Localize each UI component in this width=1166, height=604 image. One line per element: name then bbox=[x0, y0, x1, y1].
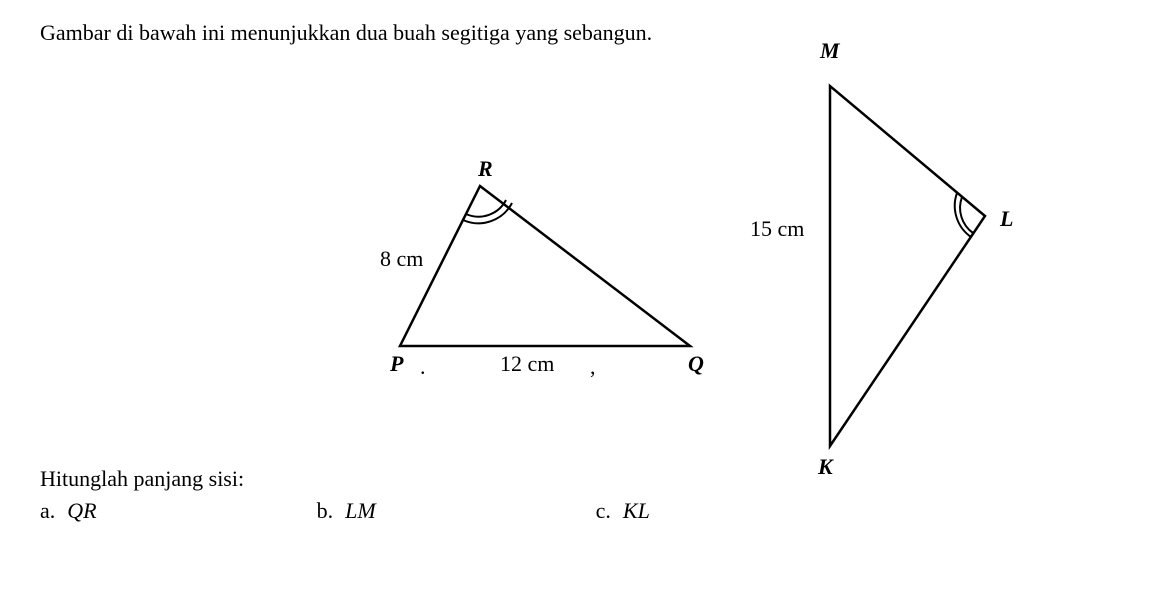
svg-text:M: M bbox=[819, 38, 841, 63]
option-letter: b. bbox=[317, 498, 334, 524]
option-value: KL bbox=[623, 498, 650, 524]
svg-text:15 cm: 15 cm bbox=[750, 216, 804, 241]
svg-text:12 cm: 12 cm bbox=[500, 351, 554, 376]
question-text: Gambar di bawah ini menunjukkan dua buah… bbox=[40, 20, 1126, 46]
triangle-klm: MKL15 cm bbox=[790, 76, 1030, 492]
option-letter: a. bbox=[40, 498, 55, 524]
option-c: c. KL bbox=[596, 498, 650, 524]
triangle-pqr: R P Q 8 cm 12 cm,. bbox=[360, 146, 730, 392]
figure-area: RPQ8 cm12 cm,. MKL15 cm bbox=[40, 56, 1126, 456]
svg-text:R: R bbox=[477, 156, 493, 181]
svg-text:K: K bbox=[817, 454, 834, 479]
option-value: QR bbox=[67, 498, 96, 524]
svg-text:.: . bbox=[420, 354, 426, 379]
svg-text:8 cm: 8 cm bbox=[380, 246, 423, 271]
svg-text:L: L bbox=[999, 206, 1013, 231]
option-a: a. QR bbox=[40, 498, 97, 524]
option-letter: c. bbox=[596, 498, 611, 524]
svg-text:,: , bbox=[590, 354, 596, 379]
svg-text:Q: Q bbox=[688, 351, 704, 376]
option-b: b. LM bbox=[317, 498, 376, 524]
options-row: a. QR b. LM c. KL bbox=[40, 498, 1126, 524]
option-value: LM bbox=[345, 498, 376, 524]
svg-text:P: P bbox=[389, 351, 404, 376]
